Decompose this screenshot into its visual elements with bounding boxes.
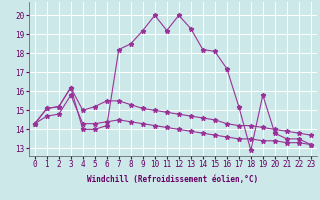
X-axis label: Windchill (Refroidissement éolien,°C): Windchill (Refroidissement éolien,°C)	[87, 175, 258, 184]
